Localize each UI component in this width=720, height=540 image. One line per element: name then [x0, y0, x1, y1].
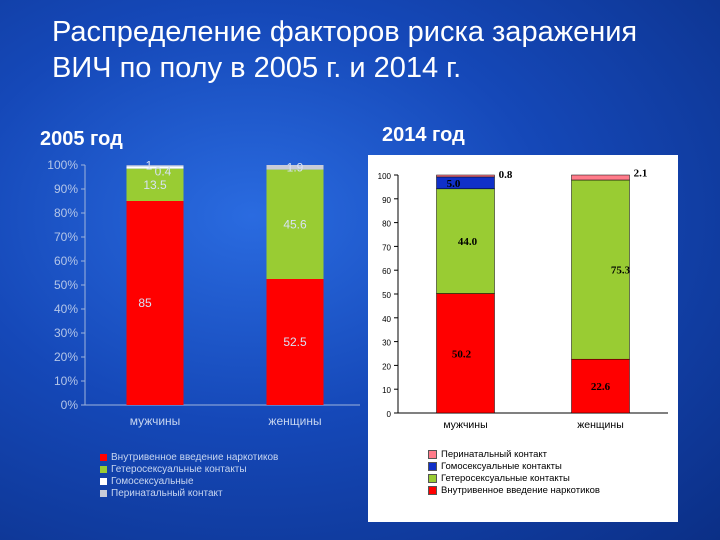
legend-swatch [428, 473, 437, 483]
legend-swatch [100, 465, 107, 473]
y-tick-label: 10% [54, 374, 78, 388]
bar-segment [266, 165, 324, 170]
y-tick-label: 100% [47, 158, 78, 172]
legend-item: Внутривенное введение наркотиков [428, 484, 600, 496]
legend-label: Гомосексуальные контакты [441, 460, 562, 472]
y-tick-label: 20 [382, 362, 391, 371]
legend-swatch [428, 485, 437, 495]
y-tick-label: 50 [382, 291, 391, 300]
bar-segment [126, 165, 184, 167]
data-label: 5.0 [447, 178, 461, 190]
y-tick-label: 20% [54, 350, 78, 364]
legend-item: Перинатальный контакт [428, 448, 600, 460]
bar-segment [436, 174, 495, 178]
data-label: 45.6 [283, 217, 307, 231]
bar-segment [436, 293, 495, 414]
y-tick-label: 90 [382, 196, 391, 205]
legend-label: Гетеросексуальные контакты [111, 463, 247, 475]
y-tick-label: 100 [378, 172, 392, 181]
y-tick-label: 10 [382, 386, 391, 395]
legend-2005: Внутривенное введение наркотиков Гетеросе… [100, 451, 278, 499]
data-label: 2.1 [634, 167, 648, 179]
chart-2014-title: 2014 год [382, 124, 465, 146]
y-tick-label: 50% [54, 278, 78, 292]
x-category-label: мужчины [130, 414, 181, 428]
y-tick-label: 70% [54, 230, 78, 244]
legend-item: Гетеросексуальные контакты [100, 463, 278, 475]
chart-2005: 0% 10% 20% 30% 40% 50% 60% 70% 80% 90% 100% 85 13.5 1… [47, 158, 360, 428]
y-tick-label: 90% [54, 182, 78, 196]
bar-segment [571, 174, 630, 181]
bar-segment [436, 188, 495, 294]
data-label: 52.5 [283, 335, 307, 349]
legend-swatch [428, 461, 437, 471]
slide-title: Распределение факторов риска заражения В… [52, 16, 638, 84]
x-category-label: мужчины [443, 419, 487, 431]
legend-item: Гомосексуальные контакты [428, 460, 600, 472]
legend-swatch [100, 489, 107, 497]
data-label: 13.5 [143, 178, 167, 192]
bar-segment [126, 166, 184, 169]
y-tick-label: 30 [382, 339, 391, 348]
legend-2014: Перинатальный контакт Гомосексуальные кон… [428, 448, 600, 496]
legend-item: Гетеросексуальные контакты [428, 472, 600, 484]
bar-segment [571, 358, 630, 414]
x-category-label: женщины [577, 419, 624, 431]
bar-segment [266, 169, 324, 279]
data-label: 0.8 [499, 169, 513, 181]
data-label: 22.6 [591, 381, 611, 393]
y-tick-label: 80 [382, 220, 391, 229]
legend-label: Гетеросексуальные контакты [441, 472, 570, 484]
y-tick-label: 0% [61, 398, 79, 412]
data-label: 50.2 [452, 348, 472, 360]
legend-item: Перинатальный контакт [100, 487, 278, 499]
y-tick-label: 30% [54, 326, 78, 340]
bar-segment [436, 176, 495, 190]
y-tick-label: 80% [54, 206, 78, 220]
y-tick-label: 40 [382, 315, 391, 324]
y-tick-label: 0 [387, 410, 392, 419]
data-label: 0.4 [155, 165, 172, 179]
bar-segment [266, 279, 324, 405]
y-tick-label: 70 [382, 243, 391, 252]
legend-label: Гомосексуальные [111, 475, 194, 487]
y-tick-label: 60 [382, 267, 391, 276]
legend-swatch [100, 477, 107, 485]
chart-2014-panel: 0 10 20 30 40 50 60 70 80 90 100 50.2 44.0 5.0 0.8 мужч… [368, 155, 678, 522]
data-label: 44.0 [458, 236, 478, 248]
legend-label: Внутривенное введение наркотиков [441, 484, 600, 496]
x-category-label: женщины [268, 414, 321, 428]
legend-swatch [100, 453, 107, 461]
bar-segment [571, 179, 630, 360]
chart-2014: 0 10 20 30 40 50 60 70 80 90 100 50.2 44.0 5.0 0.8 мужч… [378, 167, 668, 431]
legend-label: Перинатальный контакт [441, 448, 547, 460]
y-tick-label: 60% [54, 254, 78, 268]
data-label: 75.3 [611, 265, 631, 277]
data-label: 85 [138, 296, 152, 310]
legend-label: Перинатальный контакт [111, 487, 223, 499]
legend-label: Внутривенное введение наркотиков [111, 451, 279, 463]
legend-item: Гомосексуальные [100, 475, 278, 487]
data-label: 1.9 [287, 160, 304, 174]
bar-segment [126, 168, 184, 201]
y-tick-label: 40% [54, 302, 78, 316]
legend-item: Внутривенное введение наркотиков [100, 451, 278, 463]
legend-swatch [428, 449, 437, 459]
bar-segment [126, 201, 184, 405]
chart-2005-title: 2005 год [40, 128, 123, 150]
